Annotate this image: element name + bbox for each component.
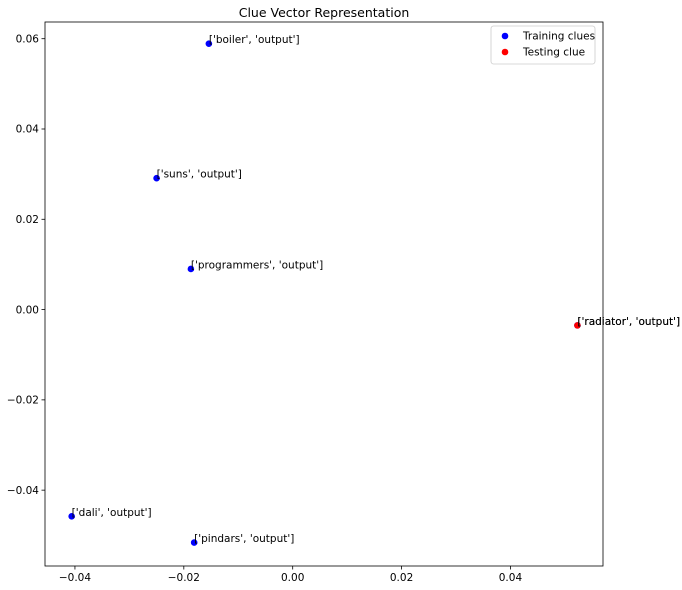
point-label: ['programmers', 'output']	[191, 259, 323, 271]
x-tick-label: −0.04	[59, 572, 91, 584]
point-label: ['radiator', 'output']	[577, 316, 680, 328]
point-label: ['pindars', 'output']	[194, 533, 294, 545]
point-labels: ['boiler', 'output'] ['suns', 'output'] ['…	[72, 34, 680, 545]
x-axis: −0.04 −0.02 0.00 0.02 0.04	[59, 566, 523, 584]
legend-label: Testing clue	[522, 47, 585, 59]
legend-frame	[490, 25, 596, 65]
x-tick-label: −0.02	[168, 572, 200, 584]
y-tick-label: −0.04	[7, 485, 39, 497]
data-point	[153, 174, 160, 182]
legend-marker	[501, 32, 509, 40]
data-point	[205, 40, 213, 47]
legend-marker	[501, 48, 509, 56]
data-point	[574, 322, 581, 329]
point-label: ['boiler', 'output']	[209, 34, 300, 46]
data-point	[187, 265, 195, 273]
point-label: ['suns', 'output']	[157, 169, 242, 181]
y-tick-label: −0.02	[7, 395, 39, 407]
x-tick-label: 0.02	[390, 572, 413, 584]
point-label: ['radiator', 'output']	[577, 316, 680, 328]
y-tick-label: 0.00	[16, 304, 39, 316]
y-tick-label: 0.04	[16, 124, 40, 136]
y-tick-label: 0.02	[16, 214, 39, 226]
chart-title: Clue Vector Representation	[239, 5, 410, 20]
plot-area-frame	[44, 21, 604, 567]
data-point	[68, 513, 75, 520]
data-points	[68, 40, 581, 546]
legend: Training clues Testing clue	[490, 25, 596, 65]
legend-label: Training clues	[522, 31, 595, 43]
data-point	[190, 539, 198, 546]
y-tick-label: 0.06	[16, 33, 40, 45]
point-label: ['dali', 'output']	[72, 507, 152, 519]
x-tick-label: 0.00	[281, 572, 304, 584]
x-tick-label: 0.04	[499, 572, 523, 584]
y-axis: −0.04 −0.02 0.00 0.02 0.04 0.06	[7, 33, 45, 497]
